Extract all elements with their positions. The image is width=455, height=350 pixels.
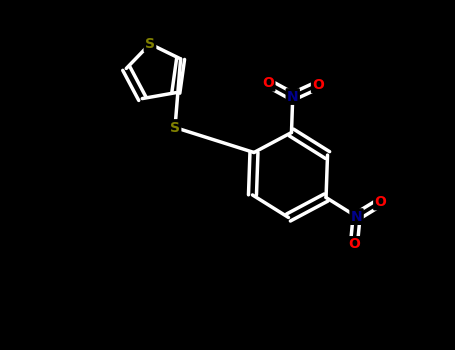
Text: O: O xyxy=(262,76,274,90)
Text: O: O xyxy=(374,195,386,209)
Text: O: O xyxy=(348,237,360,251)
Text: N: N xyxy=(351,210,362,224)
Text: S: S xyxy=(145,37,155,51)
Text: O: O xyxy=(312,78,324,92)
Text: S: S xyxy=(170,120,180,134)
Text: N: N xyxy=(287,90,298,104)
